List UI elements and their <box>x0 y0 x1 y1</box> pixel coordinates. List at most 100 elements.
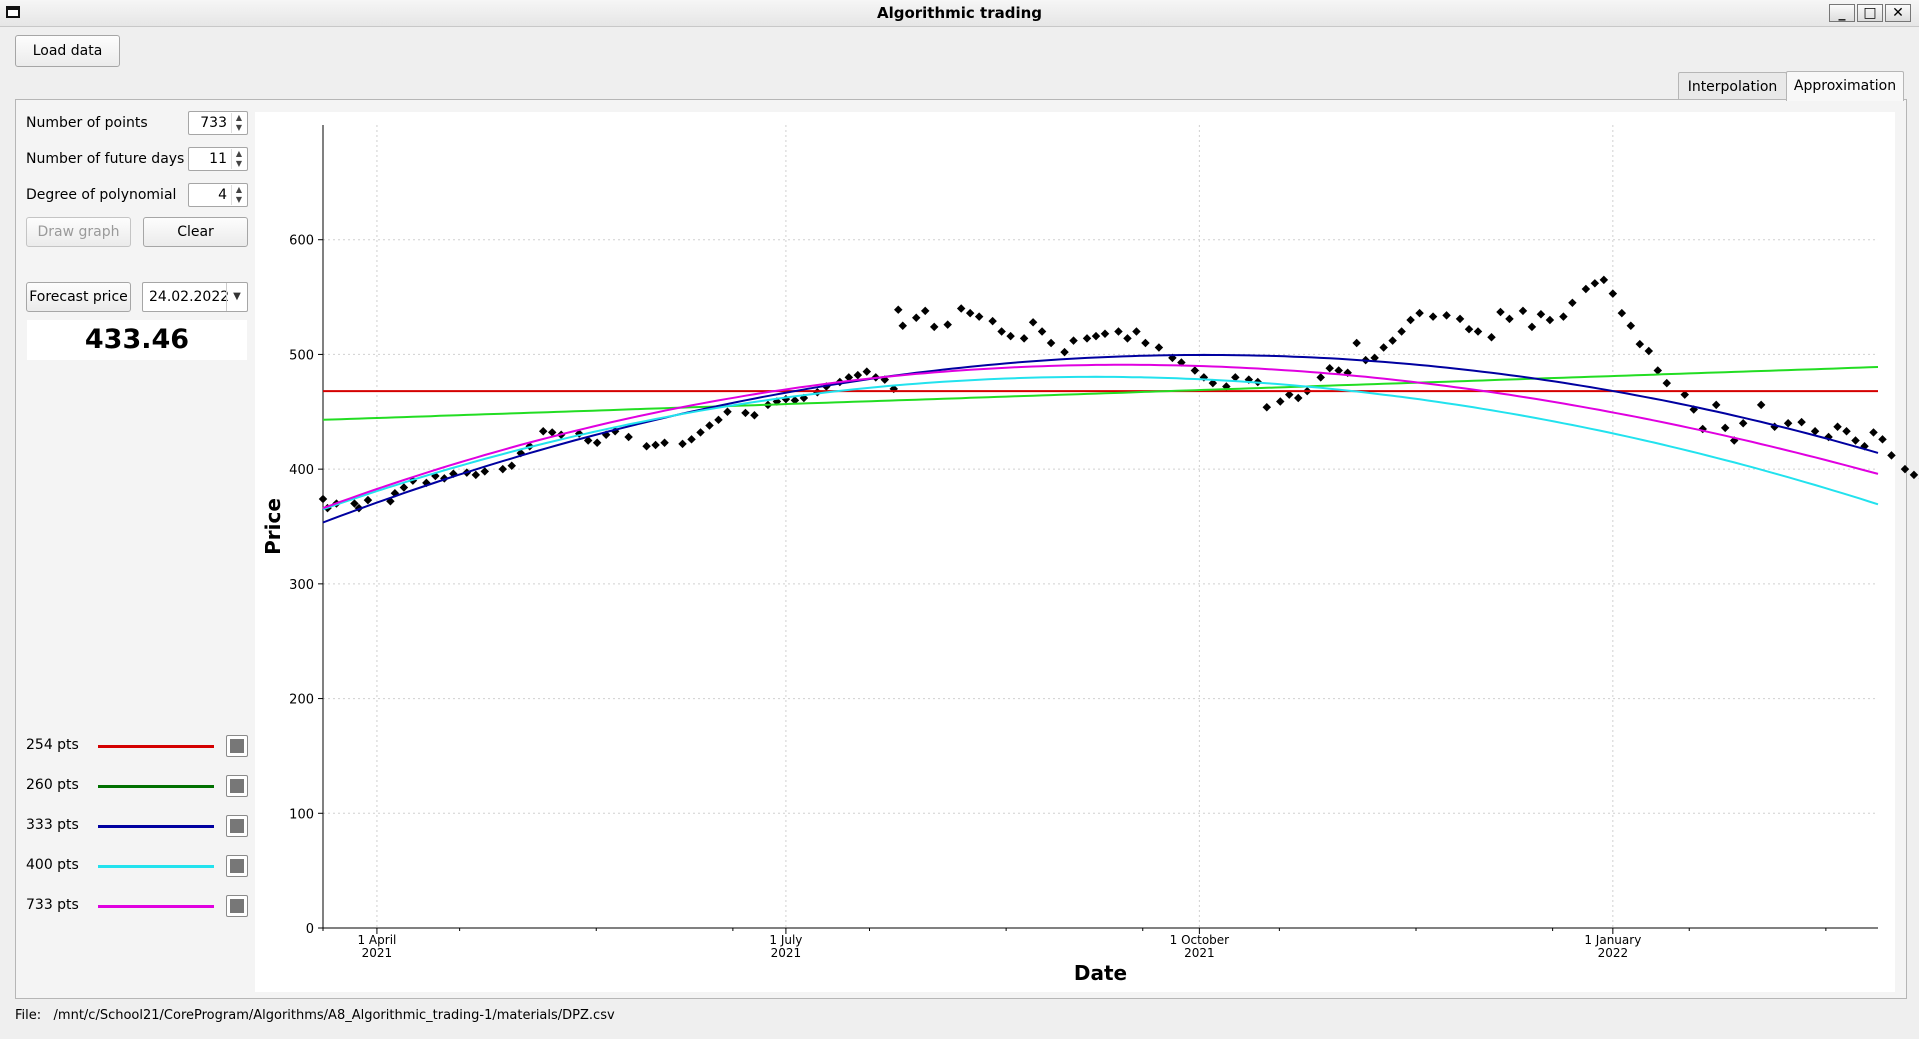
data-point <box>1720 423 1730 433</box>
data-point <box>318 494 328 504</box>
data-point <box>714 415 723 425</box>
x-axis-title: Date <box>1074 961 1127 985</box>
close-button[interactable]: ✕ <box>1885 4 1911 22</box>
data-point <box>1285 390 1294 399</box>
data-point <box>1900 464 1910 474</box>
legend-row-400: 400 pts <box>26 854 250 878</box>
data-point <box>741 408 750 418</box>
data-point <box>1851 436 1860 445</box>
legend-checkbox[interactable] <box>226 855 248 877</box>
data-point <box>898 321 907 330</box>
maximize-button[interactable]: □ <box>1857 4 1883 22</box>
legend-row-333: 333 pts <box>26 814 250 838</box>
legend-label: 733 pts <box>26 897 79 913</box>
clear-button[interactable]: Clear <box>143 217 248 247</box>
title-bar: Algorithmic trading _ □ ✕ <box>0 0 1919 27</box>
minimize-button[interactable]: _ <box>1829 4 1855 22</box>
x-tick-label-year: 2021 <box>771 946 802 960</box>
data-point <box>1231 373 1240 382</box>
data-point <box>1370 353 1379 363</box>
curve-733-pts <box>322 363 1879 510</box>
data-point <box>1091 331 1101 341</box>
data-point <box>1069 336 1078 345</box>
data-point <box>1518 306 1528 316</box>
data-point <box>1473 327 1483 336</box>
data-point <box>471 470 481 480</box>
data-point <box>538 427 548 436</box>
data-point <box>1617 308 1627 318</box>
data-point <box>1568 298 1577 308</box>
data-point <box>1397 327 1406 336</box>
spin-arrows-icon[interactable]: ▲ ▼ <box>231 149 246 169</box>
data-point <box>1842 427 1851 436</box>
data-point <box>1028 318 1038 327</box>
chevron-down-icon[interactable]: ▼ <box>226 283 247 311</box>
spin-arrows-icon[interactable]: ▲ ▼ <box>231 113 246 133</box>
data-point <box>660 438 669 448</box>
data-point <box>1455 314 1465 324</box>
data-point <box>1060 347 1069 357</box>
forecast-date-combo[interactable]: 24.02.2022 ▼ <box>142 282 248 312</box>
data-point <box>920 306 930 316</box>
legend-row-254: 254 pts <box>26 734 250 758</box>
legend-line <box>98 825 214 828</box>
data-point <box>1810 427 1820 436</box>
degree-spinbox[interactable]: 4 ▲ ▼ <box>188 183 248 207</box>
data-point <box>1114 327 1123 336</box>
data-point <box>1608 289 1618 298</box>
data-point <box>1590 279 1600 288</box>
data-point <box>844 373 854 382</box>
legend-label: 254 pts <box>26 737 79 753</box>
data-point <box>853 370 863 380</box>
chart-area[interactable] <box>255 112 1895 992</box>
legend-checkbox[interactable] <box>226 815 248 837</box>
legend-label: 333 pts <box>26 817 79 833</box>
data-point <box>988 316 997 326</box>
points-spinbox[interactable]: 733 ▲ ▼ <box>188 111 248 135</box>
degree-label: Degree of polynomial <box>26 187 177 203</box>
data-point <box>1536 310 1546 319</box>
data-point <box>790 396 800 405</box>
legend-checkbox[interactable] <box>226 775 248 797</box>
points-label: Number of points <box>26 115 148 131</box>
data-point <box>687 435 696 444</box>
data-point <box>894 305 903 314</box>
data-point <box>1037 327 1047 336</box>
x-tick-label: 1 July <box>769 933 802 947</box>
data-point <box>1878 435 1887 444</box>
data-point <box>1887 451 1896 460</box>
data-point <box>498 464 508 474</box>
data-point <box>1019 334 1029 343</box>
data-point <box>1464 324 1474 334</box>
x-tick-label-year: 2022 <box>1598 946 1629 960</box>
load-data-button[interactable]: Load data <box>15 35 120 67</box>
data-point <box>862 367 872 376</box>
future-days-spinbox[interactable]: 11 ▲ ▼ <box>188 147 248 171</box>
data-point <box>723 407 732 417</box>
legend-checkbox[interactable] <box>226 895 248 917</box>
data-point <box>1316 373 1325 382</box>
data-point <box>1006 331 1015 341</box>
data-point <box>1662 378 1672 388</box>
data-point <box>1487 332 1496 342</box>
draw-graph-button[interactable]: Draw graph <box>26 217 131 247</box>
data-point <box>1738 419 1748 428</box>
data-point <box>1428 312 1438 321</box>
y-tick-label: 400 <box>289 463 314 478</box>
data-point <box>1406 315 1415 325</box>
legend-checkbox[interactable] <box>226 735 248 757</box>
data-point <box>1644 346 1654 356</box>
tab-approximation[interactable]: Approximation <box>1786 71 1904 101</box>
data-point <box>642 441 651 451</box>
y-tick-label: 100 <box>289 807 314 822</box>
forecast-price-button[interactable]: Forecast price <box>26 282 131 312</box>
data-point <box>1496 307 1505 317</box>
data-point <box>1082 334 1092 343</box>
spin-arrows-icon[interactable]: ▲ ▼ <box>231 185 246 205</box>
data-point <box>1262 402 1272 412</box>
data-point <box>1797 417 1806 427</box>
legend-label: 260 pts <box>26 777 79 793</box>
data-point <box>1442 311 1451 320</box>
data-point <box>1325 363 1334 373</box>
data-point <box>1294 393 1303 403</box>
